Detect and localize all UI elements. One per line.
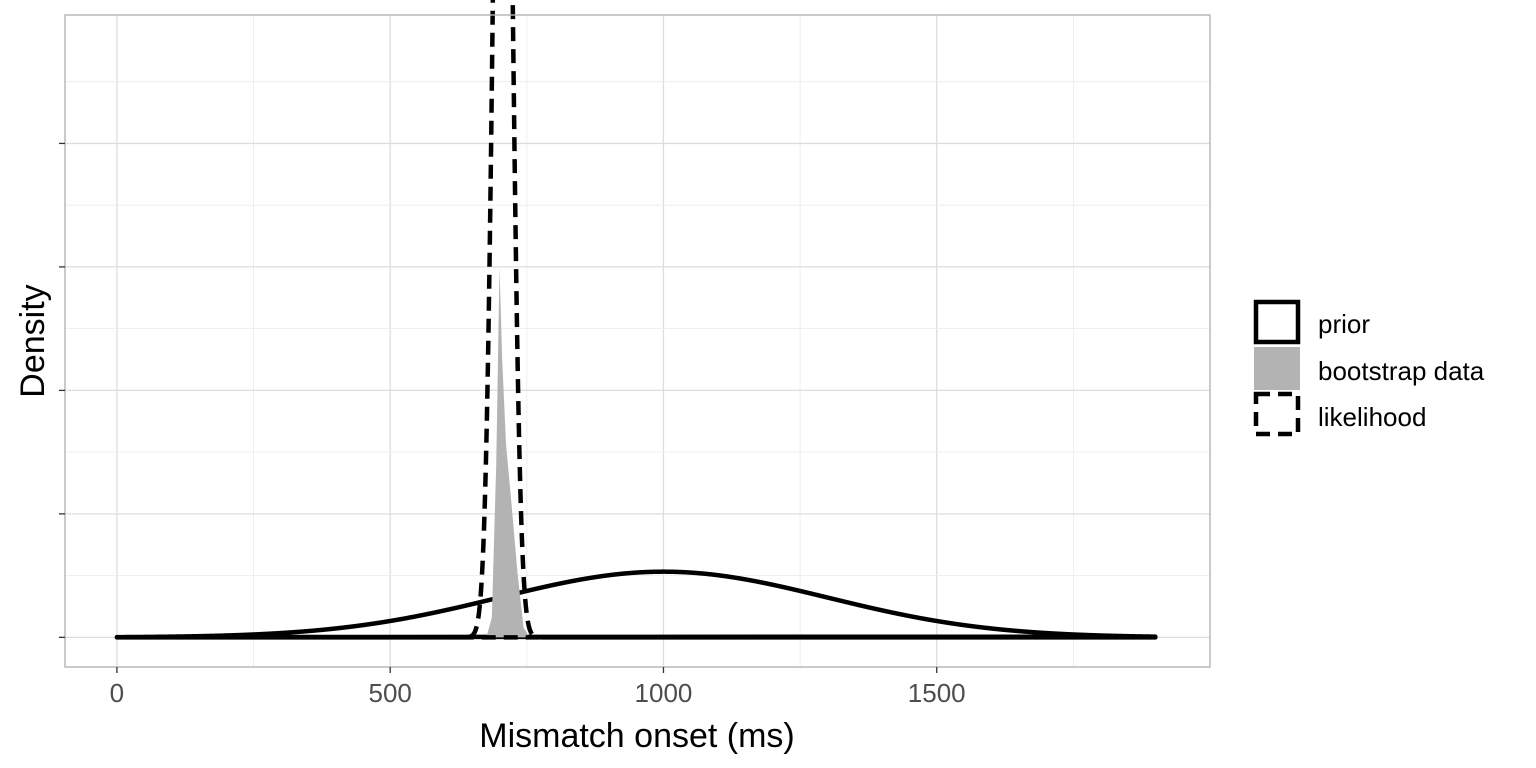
legend-item-bootstrap-data: bootstrap data (1254, 347, 1485, 390)
y-axis-title: Density (14, 284, 52, 397)
series-likelihood-curve (114, 0, 1158, 640)
x-tick-label-2: 1000 (635, 678, 693, 708)
x-tick-label-0: 0 (110, 678, 124, 708)
legend-item-likelihood: likelihood (1253, 391, 1426, 437)
legend-label-prior: prior (1318, 309, 1370, 339)
legend-key-prior (1253, 299, 1301, 345)
legend-key-likelihood (1253, 391, 1301, 437)
x-axis-title: Mismatch onset (ms) (479, 717, 795, 755)
legend-label-likelihood: likelihood (1318, 402, 1426, 432)
x-tick-label-1: 500 (368, 678, 411, 708)
series-bootstrap-data-area (486, 266, 530, 638)
series-prior-curve (114, 569, 1158, 640)
series-layer (114, 0, 1158, 640)
legend-key-bootstrap-data (1254, 347, 1300, 390)
legend: prior bootstrap data likelihood (1253, 299, 1485, 437)
axis-ticks: 0 500 1000 1500 (59, 142, 966, 708)
x-tick-label-3: 1500 (908, 678, 966, 708)
panel-border (64, 14, 1211, 668)
legend-item-prior: prior (1253, 299, 1370, 345)
legend-label-bootstrap-data: bootstrap data (1318, 356, 1485, 386)
